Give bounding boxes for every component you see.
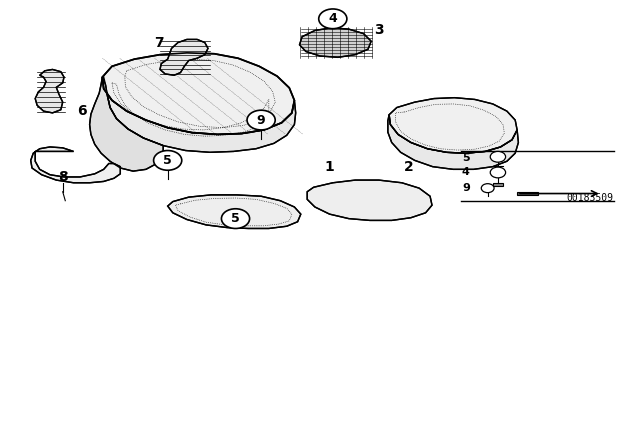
Circle shape: [490, 167, 506, 178]
Circle shape: [481, 184, 494, 193]
Polygon shape: [493, 183, 503, 186]
Polygon shape: [102, 53, 294, 134]
Text: 5: 5: [163, 154, 172, 167]
Polygon shape: [388, 115, 518, 169]
Text: 9: 9: [462, 183, 470, 193]
Polygon shape: [168, 195, 301, 228]
Text: 5: 5: [462, 153, 470, 163]
Text: 9: 9: [257, 113, 266, 127]
Polygon shape: [31, 147, 120, 183]
Polygon shape: [307, 180, 432, 220]
Text: 8: 8: [58, 170, 68, 184]
Polygon shape: [160, 39, 208, 75]
Text: 4: 4: [462, 168, 470, 177]
Text: 7: 7: [154, 35, 164, 50]
Text: 00183509: 00183509: [566, 193, 613, 203]
Polygon shape: [90, 77, 163, 171]
Polygon shape: [300, 28, 371, 57]
Text: 5: 5: [231, 212, 240, 225]
Circle shape: [490, 151, 506, 162]
Text: 2: 2: [403, 159, 413, 174]
Circle shape: [154, 151, 182, 170]
Polygon shape: [102, 77, 296, 152]
Polygon shape: [35, 69, 64, 113]
Text: 3: 3: [374, 23, 384, 38]
Circle shape: [247, 110, 275, 130]
Polygon shape: [517, 192, 538, 195]
Polygon shape: [389, 98, 517, 153]
Circle shape: [221, 209, 250, 228]
Text: 4: 4: [328, 12, 337, 26]
Text: 1: 1: [324, 159, 335, 174]
Circle shape: [319, 9, 347, 29]
Text: 6: 6: [77, 104, 87, 118]
